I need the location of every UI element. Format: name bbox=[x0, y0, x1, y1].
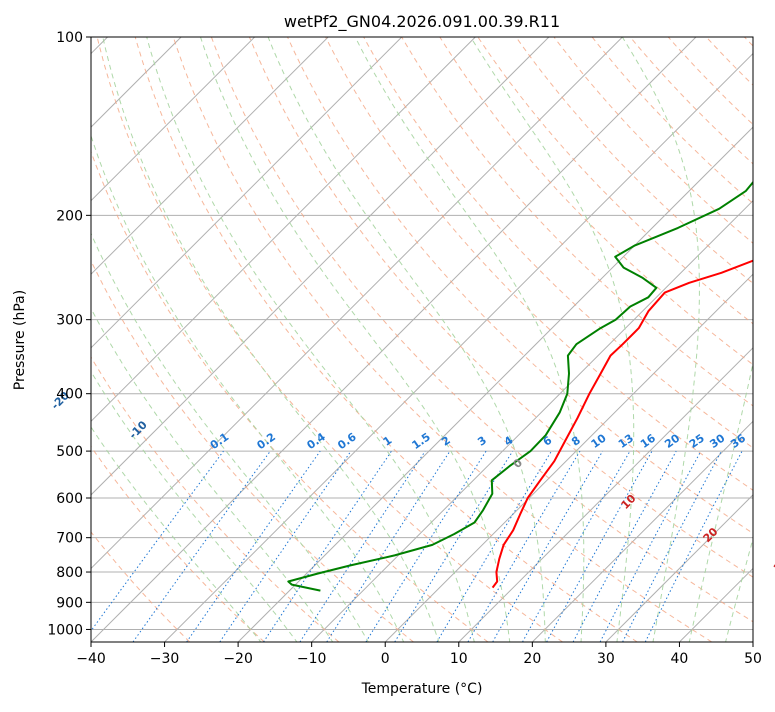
x-tick-label: 0 bbox=[381, 651, 390, 667]
chart-title: wetPf2_GN04.2026.091.00.39.R11 bbox=[284, 12, 560, 32]
x-tick-label: −20 bbox=[223, 651, 253, 667]
x-tick-label: −40 bbox=[76, 651, 106, 667]
x-tick-label: 40 bbox=[671, 651, 689, 667]
y-tick-label: 700 bbox=[56, 531, 83, 547]
x-tick-label: 50 bbox=[744, 651, 762, 667]
x-tick-label: 20 bbox=[523, 651, 541, 667]
x-tick-label: −30 bbox=[150, 651, 180, 667]
y-axis-label: Pressure (hPa) bbox=[12, 290, 28, 390]
x-tick-label: −10 bbox=[297, 651, 327, 667]
y-tick-label: 100 bbox=[56, 30, 83, 46]
y-tick-label: 900 bbox=[56, 595, 83, 611]
y-tick-label: 200 bbox=[56, 208, 83, 224]
y-tick-label: 500 bbox=[56, 444, 83, 460]
y-tick-label: 800 bbox=[56, 565, 83, 581]
x-tick-label: 30 bbox=[597, 651, 615, 667]
y-tick-label: 600 bbox=[56, 491, 83, 507]
y-tick-label: 300 bbox=[56, 313, 83, 329]
y-tick-label: 400 bbox=[56, 387, 83, 403]
x-tick-label: 10 bbox=[450, 651, 468, 667]
y-tick-label: 1000 bbox=[47, 622, 83, 638]
x-axis-label: Temperature (°C) bbox=[361, 681, 483, 697]
